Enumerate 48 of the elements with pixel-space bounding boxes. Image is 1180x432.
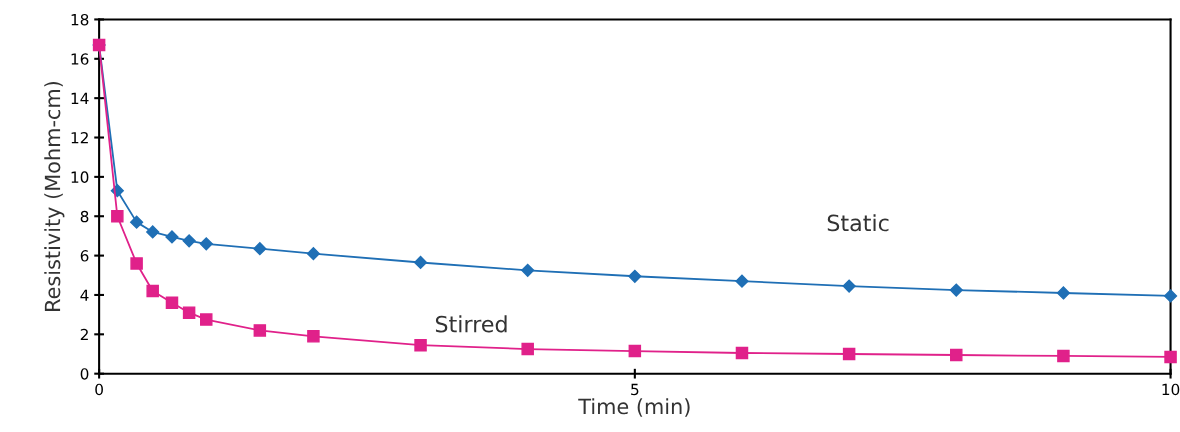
x-tick-label: 0 (95, 383, 103, 396)
y-axis-title: Resistivity (Mohm-cm) (44, 81, 65, 311)
point (628, 269, 642, 283)
point (165, 296, 179, 310)
point (949, 283, 963, 297)
point (1163, 289, 1178, 303)
point (253, 242, 267, 256)
text: Static (827, 214, 889, 232)
point (1057, 349, 1070, 363)
y-tick-label: 2 (80, 328, 88, 341)
y-tick-label: 0 (80, 368, 89, 380)
x-tick-label: 5 (631, 383, 639, 396)
x-axis-title: Time (min) (578, 398, 690, 417)
point (735, 346, 749, 360)
point (521, 263, 535, 277)
point (628, 344, 642, 358)
y-tick-label: 12 (71, 131, 88, 144)
point (253, 324, 267, 337)
point (842, 279, 856, 293)
point (950, 348, 963, 362)
y-tick-label: 6 (80, 250, 89, 262)
point (306, 247, 320, 261)
point (414, 338, 427, 352)
series-label: Stirred (435, 315, 507, 333)
point (146, 225, 160, 239)
point (165, 230, 179, 244)
y-tick-label: 16 (71, 53, 89, 65)
point (521, 342, 534, 356)
y-tick-label: 4 (80, 289, 89, 301)
point (146, 284, 159, 298)
point (182, 234, 196, 248)
y-tick-label: 10 (71, 171, 89, 183)
point (1164, 350, 1177, 364)
y-tick-label: 8 (80, 210, 89, 223)
point (413, 255, 428, 270)
y-tick-label: 18 (71, 13, 89, 26)
point (735, 274, 749, 288)
point (1056, 286, 1071, 300)
point (307, 330, 320, 343)
point (130, 257, 143, 270)
point (200, 313, 213, 326)
point (182, 306, 196, 319)
y-tick-label: 14 (71, 92, 89, 104)
point (199, 237, 213, 251)
point (111, 209, 124, 223)
point (130, 215, 144, 229)
x-tick-label: 10 (1162, 383, 1180, 396)
point (842, 347, 856, 361)
